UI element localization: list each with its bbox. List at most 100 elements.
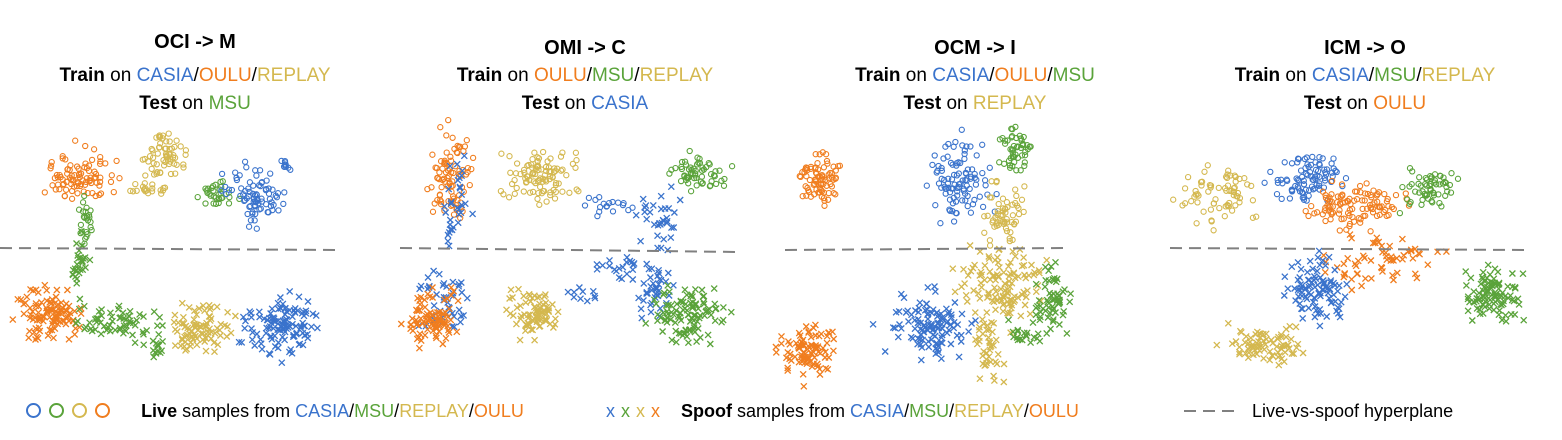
spoof-point xyxy=(974,289,982,297)
spoof-point xyxy=(829,347,837,355)
spoof-point xyxy=(712,305,719,313)
spoof-point xyxy=(193,341,201,349)
live-point xyxy=(1004,219,1011,226)
spoof-point xyxy=(971,309,979,317)
spoof-point xyxy=(682,326,690,334)
spoof-point xyxy=(1275,333,1282,341)
live-point xyxy=(438,198,445,205)
live-point xyxy=(993,177,1000,185)
spoof-point xyxy=(986,339,994,347)
spoof-point xyxy=(654,232,661,240)
spoof-point xyxy=(29,308,37,316)
live-point xyxy=(47,162,55,169)
live-point xyxy=(1278,195,1285,203)
spoof-point xyxy=(216,326,224,334)
spoof-point xyxy=(1334,287,1342,295)
spoof-point xyxy=(1393,254,1401,262)
spoof-point xyxy=(529,326,537,334)
spoof-point xyxy=(939,313,947,321)
spoof-point xyxy=(530,303,538,311)
spoof-point xyxy=(718,318,726,326)
spoof-point xyxy=(1477,280,1485,288)
spoof-point xyxy=(1314,281,1322,289)
spoof-point xyxy=(1049,318,1057,325)
spoof-point xyxy=(1464,307,1472,315)
spoof-point xyxy=(707,311,715,319)
spoof-cluster-casia xyxy=(632,183,684,254)
spoof-point xyxy=(1331,266,1339,274)
spoof-point xyxy=(26,314,34,322)
live-point xyxy=(443,132,450,139)
live-point xyxy=(1436,199,1443,207)
live-point xyxy=(223,190,230,198)
spoof-point xyxy=(895,307,903,315)
live-domain-msu: MSU xyxy=(354,401,395,421)
live-point xyxy=(993,190,1000,198)
live-point xyxy=(262,185,270,193)
live-point xyxy=(1404,196,1411,203)
spoof-point xyxy=(809,343,817,351)
spoof-point xyxy=(1479,275,1487,283)
live-point xyxy=(973,176,980,183)
live-point xyxy=(547,191,554,199)
spoof-point xyxy=(32,300,40,308)
live-point xyxy=(1284,177,1291,184)
spoof-point xyxy=(1386,242,1394,250)
spoof-point xyxy=(247,309,255,317)
live-point xyxy=(251,217,258,224)
spoof-point xyxy=(53,286,61,294)
spoof-point xyxy=(1337,298,1345,306)
live-point xyxy=(806,176,814,184)
spoof-point xyxy=(955,353,963,361)
spoof-point xyxy=(456,318,464,326)
live-point xyxy=(281,189,288,196)
live-point xyxy=(267,170,274,177)
live-point xyxy=(699,179,706,187)
spoof-point xyxy=(106,321,114,329)
live-point xyxy=(603,202,611,210)
spoof-point xyxy=(933,312,941,320)
live-point xyxy=(157,140,164,147)
spoof-point xyxy=(591,294,599,302)
spoof-point xyxy=(1481,289,1489,297)
live-point xyxy=(1279,180,1286,187)
live-point xyxy=(986,242,994,249)
train-domain-msu: MSU xyxy=(1052,65,1095,86)
live-point xyxy=(1378,203,1385,210)
scatter-plot xyxy=(1169,153,1528,369)
spoof-point xyxy=(638,314,646,322)
live-point xyxy=(1429,189,1437,196)
live-cluster-oulu xyxy=(796,149,844,209)
spoof-cluster-oulu xyxy=(772,321,838,390)
spoof-point xyxy=(538,316,545,324)
spoof-point xyxy=(985,253,993,260)
spoof-point xyxy=(681,305,689,312)
spoof-point xyxy=(701,312,709,320)
train-domain-oulu: OULU xyxy=(533,65,587,86)
live-point xyxy=(62,156,69,163)
spoof-point xyxy=(455,306,463,314)
live-point xyxy=(1236,199,1243,206)
live-point xyxy=(1316,160,1323,168)
spoof-point xyxy=(73,240,80,247)
spoof-point xyxy=(1235,343,1243,351)
spoof-point xyxy=(1467,274,1475,282)
spoof-point xyxy=(1011,274,1019,282)
live-point xyxy=(1299,194,1306,201)
spoof-point xyxy=(260,315,268,323)
live-point xyxy=(278,157,285,165)
live-point xyxy=(947,159,955,167)
live-point xyxy=(698,173,706,180)
spoof-point xyxy=(442,209,450,216)
spoof-point xyxy=(1297,265,1305,273)
live-point xyxy=(210,187,217,194)
live-point xyxy=(60,180,67,188)
spoof-point xyxy=(695,314,703,322)
spoof-point xyxy=(140,313,147,321)
live-point xyxy=(443,149,450,156)
live-point xyxy=(1440,174,1447,181)
live-point xyxy=(1013,202,1021,209)
live-point xyxy=(536,201,543,208)
live-point xyxy=(256,206,263,213)
spoof-point xyxy=(533,318,541,326)
